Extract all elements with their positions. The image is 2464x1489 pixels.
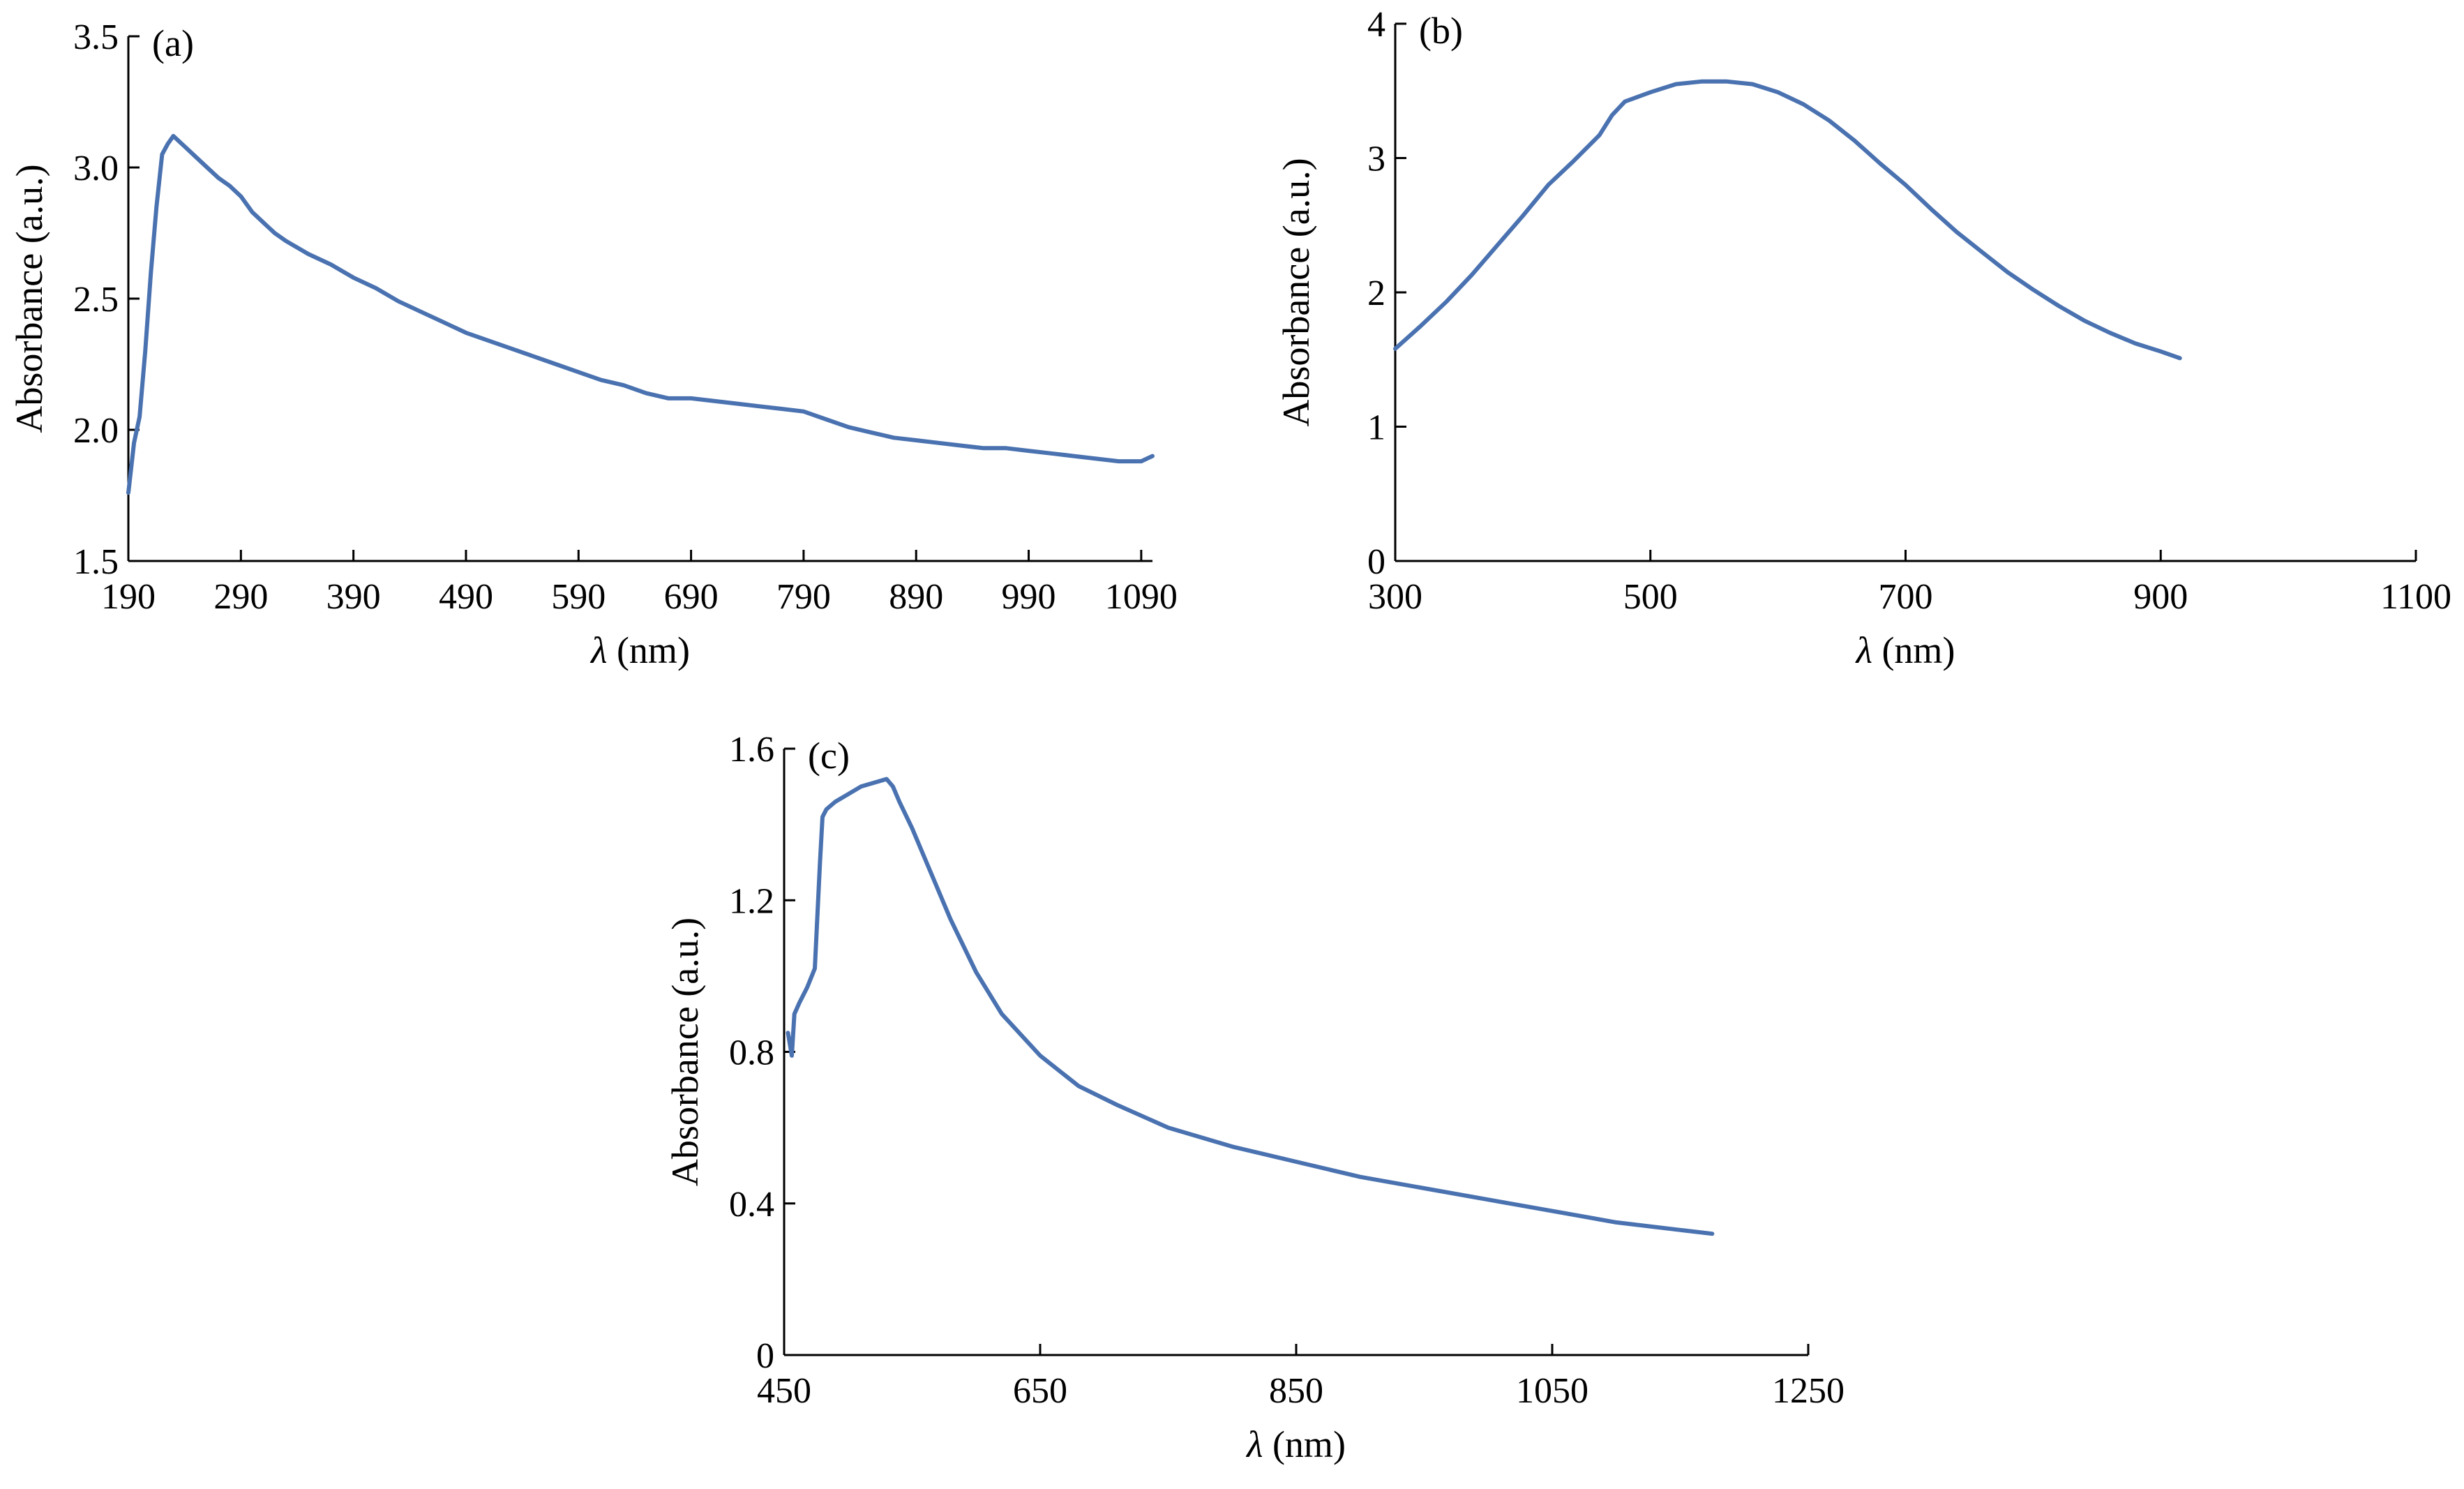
panel-b: 300 500 700 900 1100 0 1 2 3 4 λ (nm) Absorbance (a… (1275, 5, 2451, 671)
panel-c: 450 650 850 1050 1250 0 0.4 0.8 1.2 1.6 λ (nm) Abso… (664, 730, 1845, 1465)
y-tick-label-c: 0.4 (729, 1185, 774, 1225)
x-tick-label-c: 450 (757, 1371, 811, 1411)
y-tick-label-b: 0 (1367, 542, 1385, 582)
series-line-a (126, 133, 1155, 495)
x-tick-label-b: 900 (2133, 577, 2188, 617)
y-tick-label-c: 0 (756, 1336, 774, 1376)
x-tick-label-a: 990 (1002, 577, 1056, 617)
x-axis-label-unit: (nm) (1263, 1423, 1345, 1465)
panel-label-c: (c) (808, 735, 850, 777)
x-tick-label-b: 300 (1368, 577, 1422, 617)
y-tick-label-b: 2 (1367, 274, 1385, 313)
x-tick-label-b: 500 (1623, 577, 1678, 617)
panel-label-a: (a) (152, 22, 194, 64)
x-tick-label-a: 190 (101, 577, 156, 617)
x-tick-label-a: 390 (326, 577, 381, 617)
series-line-c (786, 777, 1715, 1236)
x-tick-label-a: 1090 (1105, 577, 1178, 617)
x-tick-label-a: 790 (776, 577, 831, 617)
x-axis-label-unit: (nm) (607, 629, 689, 671)
panel-label-b: (b) (1419, 10, 1463, 52)
x-tick-label-b: 1100 (2380, 577, 2451, 617)
x-axis-label-symbol: λ (1855, 629, 1872, 671)
y-tick-label-a: 3.5 (73, 17, 119, 57)
x-tick-label-c: 650 (1013, 1371, 1067, 1411)
series-line-b (1393, 79, 2182, 361)
y-tick-label-a: 1.5 (73, 542, 119, 582)
x-axis-label-unit: (nm) (1872, 629, 1955, 671)
y-tick-label-b: 1 (1367, 408, 1385, 448)
y-tick-label-c: 1.2 (729, 881, 774, 921)
panel-a: 190 290 390 490 590 690 790 890 990 1090 1.5 2.0 2.5… (8, 17, 1178, 671)
x-tick-label-a: 890 (889, 577, 943, 617)
y-tick-label-a: 2.5 (73, 280, 119, 320)
x-tick-label-a: 590 (551, 577, 606, 617)
x-axis-label-symbol: λ (589, 629, 607, 671)
x-tick-label-c: 1250 (1772, 1371, 1845, 1411)
x-tick-label-a: 690 (664, 577, 719, 617)
y-axis-label-a: Absorbance (a.u.) (8, 164, 50, 433)
y-tick-label-b: 4 (1367, 5, 1385, 45)
y-tick-label-a: 2.0 (73, 411, 119, 451)
y-tick-label-b: 3 (1367, 140, 1385, 179)
y-tick-label-c: 1.6 (729, 730, 774, 770)
y-axis-label-b: Absorbance (a.u.) (1275, 158, 1317, 426)
y-tick-label-c: 0.8 (729, 1033, 774, 1073)
x-axis-label-b: λ (nm) (1855, 629, 1955, 671)
y-tick-label-a: 3.0 (73, 149, 119, 188)
x-axis-label-a: λ (nm) (589, 629, 690, 671)
x-tick-label-c: 1050 (1516, 1371, 1588, 1411)
y-axis-label-c: Absorbance (a.u.) (664, 918, 706, 1186)
x-tick-label-a: 490 (439, 577, 493, 617)
x-tick-label-c: 850 (1269, 1371, 1323, 1411)
x-tick-label-a: 290 (213, 577, 268, 617)
x-axis-label-c: λ (nm) (1245, 1423, 1346, 1465)
x-axis-label-symbol: λ (1245, 1423, 1263, 1465)
x-tick-label-b: 700 (1879, 577, 1933, 617)
